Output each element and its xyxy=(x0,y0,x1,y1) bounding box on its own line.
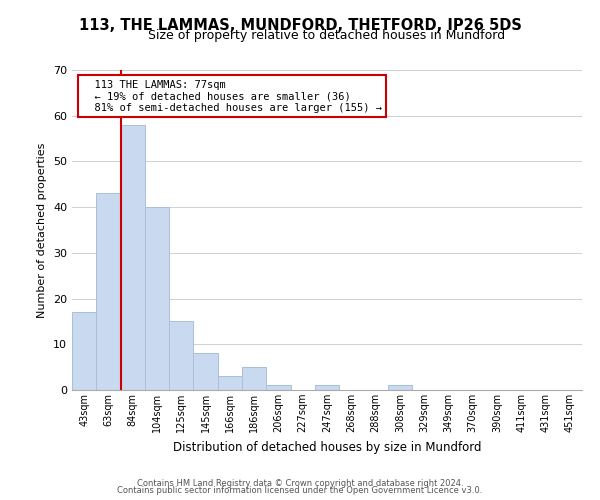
Bar xyxy=(388,386,412,390)
Text: Contains HM Land Registry data © Crown copyright and database right 2024.: Contains HM Land Registry data © Crown c… xyxy=(137,478,463,488)
Text: 113 THE LAMMAS: 77sqm
  ← 19% of detached houses are smaller (36)
  81% of semi-: 113 THE LAMMAS: 77sqm ← 19% of detached … xyxy=(82,80,382,113)
Bar xyxy=(242,367,266,390)
Bar xyxy=(121,125,145,390)
Bar xyxy=(315,386,339,390)
Bar xyxy=(266,386,290,390)
Bar xyxy=(96,194,121,390)
Text: Contains public sector information licensed under the Open Government Licence v3: Contains public sector information licen… xyxy=(118,486,482,495)
Title: Size of property relative to detached houses in Mundford: Size of property relative to detached ho… xyxy=(148,30,506,43)
Bar xyxy=(169,322,193,390)
Bar xyxy=(218,376,242,390)
Bar xyxy=(72,312,96,390)
Text: 113, THE LAMMAS, MUNDFORD, THETFORD, IP26 5DS: 113, THE LAMMAS, MUNDFORD, THETFORD, IP2… xyxy=(79,18,521,32)
Bar xyxy=(145,207,169,390)
Bar xyxy=(193,354,218,390)
X-axis label: Distribution of detached houses by size in Mundford: Distribution of detached houses by size … xyxy=(173,440,481,454)
Y-axis label: Number of detached properties: Number of detached properties xyxy=(37,142,47,318)
